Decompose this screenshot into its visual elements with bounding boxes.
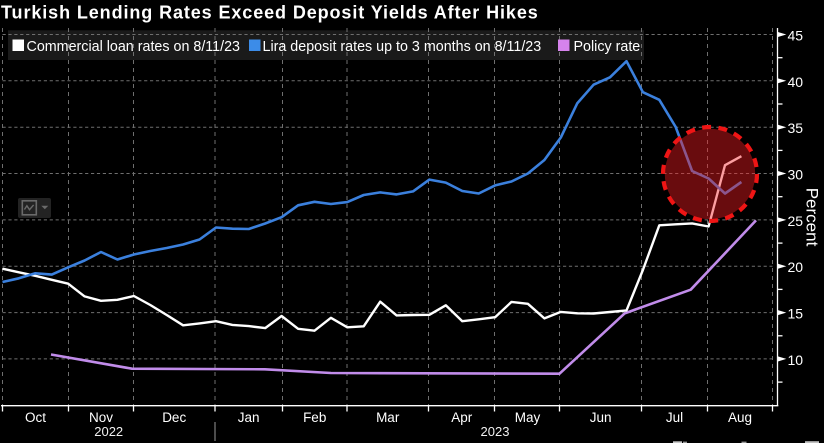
svg-text:35: 35 [788,120,804,136]
svg-text:2023: 2023 [481,424,510,439]
svg-text:Percent: Percent [803,188,822,247]
svg-text:Apr: Apr [451,410,473,425]
svg-text:20: 20 [788,259,804,275]
svg-text:Jul: Jul [666,410,683,425]
svg-text:Dec: Dec [162,410,186,425]
svg-text:Oct: Oct [25,410,46,425]
svg-text:Aug: Aug [728,410,752,425]
svg-text:Jan: Jan [238,410,260,425]
svg-text:2022: 2022 [94,424,123,439]
svg-text:Feb: Feb [303,410,326,425]
svg-text:30: 30 [788,167,804,183]
svg-text:Nov: Nov [89,410,113,425]
svg-text:May: May [515,410,541,425]
svg-text:45: 45 [788,28,804,44]
svg-text:Lira deposit rates up to 3 mon: Lira deposit rates up to 3 months on 8/1… [263,39,542,55]
svg-text:40: 40 [788,74,804,90]
svg-text:Policy rate: Policy rate [574,39,641,55]
svg-text:15: 15 [788,306,804,322]
svg-text:10: 10 [788,352,804,368]
svg-text:Mar: Mar [376,410,400,425]
svg-text:Jun: Jun [590,410,612,425]
svg-text:25: 25 [788,213,804,229]
svg-text:Turkish Lending Rates Exceed D: Turkish Lending Rates Exceed Deposit Yie… [1,2,539,22]
svg-text:Commercial loan rates on 8/11/: Commercial loan rates on 8/11/23 [27,39,241,55]
